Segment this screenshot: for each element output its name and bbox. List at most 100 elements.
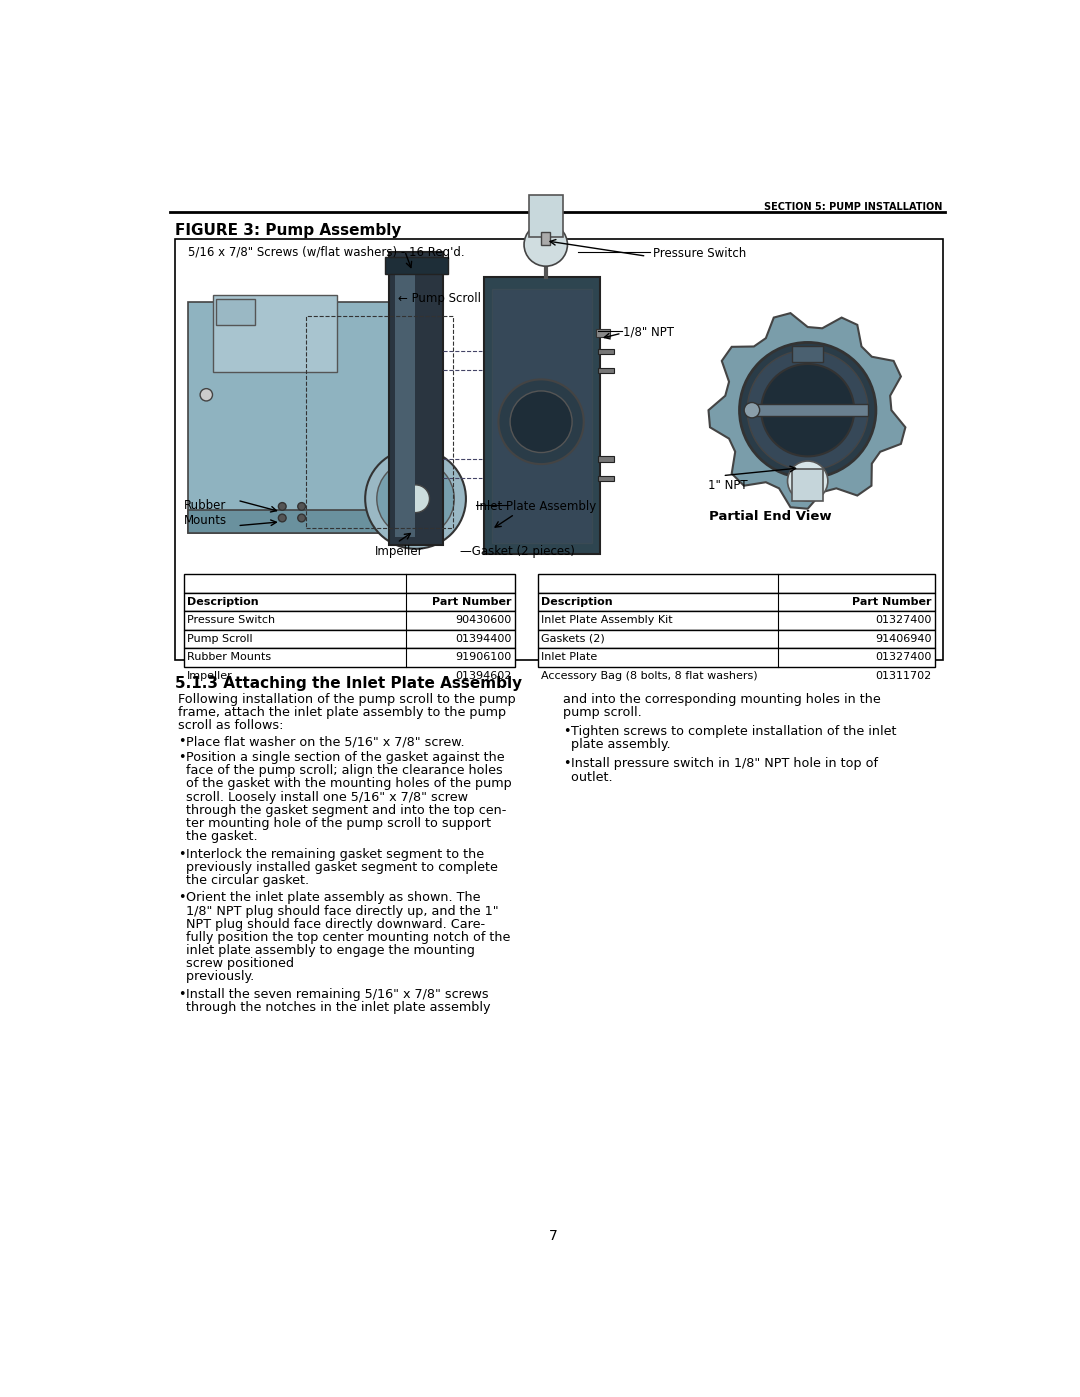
Circle shape — [402, 485, 430, 513]
Text: previously installed gasket segment to complete: previously installed gasket segment to c… — [178, 861, 498, 873]
Bar — [484, 277, 600, 555]
Text: Rubber
Mounts: Rubber Mounts — [184, 499, 227, 527]
Bar — [188, 510, 399, 534]
Text: •: • — [178, 988, 186, 1000]
Text: SECTION 5: PUMP INSTALLATION: SECTION 5: PUMP INSTALLATION — [765, 201, 943, 211]
Text: frame, attach the inlet plate assembly to the pump: frame, attach the inlet plate assembly t… — [178, 705, 507, 719]
Text: Place flat washer on the 5/16" x 7/8" screw.: Place flat washer on the 5/16" x 7/8" sc… — [186, 735, 464, 749]
Bar — [306, 316, 453, 528]
Text: 91906100: 91906100 — [456, 652, 512, 662]
Text: Gaskets (2): Gaskets (2) — [541, 634, 605, 644]
Text: Install pressure switch in 1/8" NPT hole in top of: Install pressure switch in 1/8" NPT hole… — [570, 757, 878, 771]
Text: scroll as follows:: scroll as follows: — [178, 719, 284, 732]
Text: outlet.: outlet. — [563, 771, 612, 784]
Circle shape — [298, 503, 306, 510]
Bar — [538, 592, 935, 610]
Text: Position a single section of the gasket against the: Position a single section of the gasket … — [186, 752, 504, 764]
Text: Impeller: Impeller — [375, 545, 423, 557]
Bar — [747, 404, 868, 416]
Text: NPT plug should face directly downward. Care-: NPT plug should face directly downward. … — [178, 918, 486, 930]
Bar — [538, 630, 935, 648]
Text: 01394602: 01394602 — [456, 671, 512, 680]
Text: Inlet Plate Assembly Kit: Inlet Plate Assembly Kit — [541, 616, 673, 626]
Text: Install the seven remaining 5/16" x 7/8" screws: Install the seven remaining 5/16" x 7/8"… — [186, 988, 489, 1000]
Text: 01327400: 01327400 — [875, 652, 932, 662]
Circle shape — [365, 448, 465, 549]
Text: 1" NPT: 1" NPT — [708, 479, 748, 493]
Bar — [598, 457, 613, 462]
Circle shape — [279, 514, 286, 522]
Bar — [538, 648, 935, 666]
Text: Pump Scroll: Pump Scroll — [187, 634, 253, 644]
Text: 7: 7 — [549, 1229, 558, 1243]
Text: inlet plate assembly to engage the mounting: inlet plate assembly to engage the mount… — [178, 944, 475, 957]
Bar — [491, 289, 592, 542]
Text: Partial End View: Partial End View — [710, 510, 832, 524]
Text: plate assembly.: plate assembly. — [563, 738, 671, 752]
Text: Description: Description — [187, 597, 258, 606]
Circle shape — [744, 402, 759, 418]
Bar — [184, 592, 515, 610]
Bar — [793, 469, 823, 502]
Text: screw positioned: screw positioned — [178, 957, 295, 970]
Text: ← Pump Scroll: ← Pump Scroll — [399, 292, 482, 306]
Text: Orient the inlet plate assembly as shown. The: Orient the inlet plate assembly as shown… — [186, 891, 481, 904]
Text: of the gasket with the mounting holes of the pump: of the gasket with the mounting holes of… — [178, 778, 512, 791]
Text: Part Number: Part Number — [852, 597, 932, 606]
Polygon shape — [188, 302, 399, 534]
Bar — [216, 299, 255, 326]
Text: the gasket.: the gasket. — [178, 830, 258, 842]
Text: •: • — [563, 757, 570, 771]
Text: 5.1.3 Attaching the Inlet Plate Assembly: 5.1.3 Attaching the Inlet Plate Assembly — [175, 676, 523, 692]
Bar — [793, 345, 823, 362]
Text: Accessory Bag (8 bolts, 8 flat washers): Accessory Bag (8 bolts, 8 flat washers) — [541, 671, 758, 680]
Text: face of the pump scroll; align the clearance holes: face of the pump scroll; align the clear… — [178, 764, 503, 777]
Text: 01394400: 01394400 — [456, 634, 512, 644]
Text: Interlock the remaining gasket segment to the: Interlock the remaining gasket segment t… — [186, 848, 484, 861]
Circle shape — [510, 391, 572, 453]
Text: Following installation of the pump scroll to the pump: Following installation of the pump scrol… — [178, 693, 516, 705]
Text: Part Number: Part Number — [432, 597, 512, 606]
Circle shape — [499, 380, 583, 464]
Text: •: • — [178, 735, 186, 749]
Bar — [529, 194, 563, 237]
Text: 01311702: 01311702 — [876, 671, 932, 680]
Bar — [538, 574, 935, 592]
Text: Tighten screws to complete installation of the inlet: Tighten screws to complete installation … — [570, 725, 896, 738]
Text: 5/16 x 7/8" Screws (w/flat washers) - 16 Req'd.: 5/16 x 7/8" Screws (w/flat washers) - 16… — [188, 246, 464, 260]
Bar — [184, 630, 515, 648]
Text: Pressure Switch: Pressure Switch — [187, 616, 275, 626]
Circle shape — [524, 224, 567, 267]
Text: the circular gasket.: the circular gasket. — [178, 873, 310, 887]
Text: and into the corresponding mounting holes in the: and into the corresponding mounting hole… — [563, 693, 880, 705]
Bar — [213, 295, 337, 372]
Polygon shape — [708, 313, 905, 509]
Text: ter mounting hole of the pump scroll to support: ter mounting hole of the pump scroll to … — [178, 817, 491, 830]
Circle shape — [787, 461, 828, 502]
Text: •: • — [178, 752, 186, 764]
Bar — [541, 232, 551, 244]
Text: through the notches in the inlet plate assembly: through the notches in the inlet plate a… — [178, 1000, 491, 1014]
Circle shape — [377, 460, 455, 538]
Text: fully position the top center mounting notch of the: fully position the top center mounting n… — [178, 930, 511, 944]
Text: Inlet Plate: Inlet Plate — [541, 652, 597, 662]
Bar — [596, 330, 610, 337]
Circle shape — [200, 388, 213, 401]
Text: •: • — [563, 725, 570, 738]
Circle shape — [298, 514, 306, 522]
Text: 1/8" NPT plug should face directly up, and the 1": 1/8" NPT plug should face directly up, a… — [178, 904, 499, 918]
Circle shape — [740, 342, 876, 478]
Text: Inlet Plate Assembly: Inlet Plate Assembly — [476, 500, 596, 513]
Text: through the gasket segment and into the top cen-: through the gasket segment and into the … — [178, 803, 507, 817]
Bar — [184, 648, 515, 666]
Bar — [538, 610, 935, 630]
Text: •: • — [178, 891, 186, 904]
Circle shape — [747, 351, 868, 471]
Bar — [389, 253, 444, 545]
Text: 91406940: 91406940 — [875, 634, 932, 644]
Text: 1/8" NPT: 1/8" NPT — [623, 326, 674, 338]
Bar — [175, 239, 943, 661]
Text: Impeller: Impeller — [187, 671, 232, 680]
Bar — [384, 257, 448, 274]
Text: scroll. Loosely install one 5/16" x 7/8" screw: scroll. Loosely install one 5/16" x 7/8"… — [178, 791, 469, 803]
